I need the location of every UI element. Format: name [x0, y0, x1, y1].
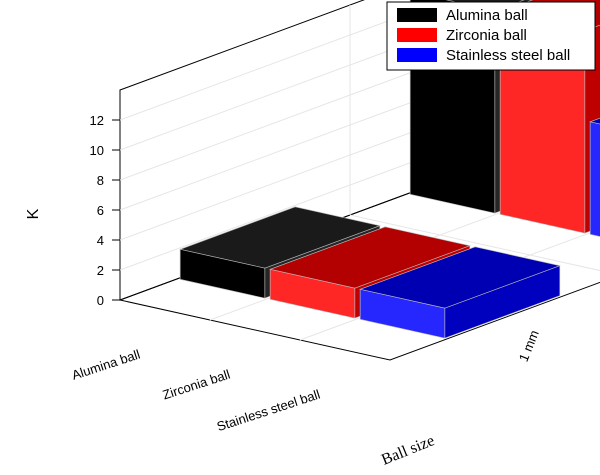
legend-label-zirconia: Zirconia ball	[446, 27, 527, 44]
z-tick-label: 6	[97, 203, 104, 218]
bar-front-face	[179, 248, 266, 299]
bar-front-face	[589, 121, 600, 237]
legend-swatch-stainless	[397, 48, 437, 62]
z-axis-title: K	[25, 208, 42, 219]
bar-front-face	[359, 288, 446, 339]
series-axis-label: Stainless steel ball	[215, 387, 322, 435]
legend: Alumina ball Zirconia ball Stainless ste…	[386, 1, 596, 71]
z-tick-label: 4	[97, 233, 104, 248]
z-tick-label: 12	[90, 113, 104, 128]
x-axis-title: Ball size	[379, 432, 437, 469]
bar-stainless-steel-ball-1	[359, 246, 561, 339]
z-tick-label: 8	[97, 173, 104, 188]
legend-label-stainless: Stainless steel ball	[446, 47, 570, 64]
z-tick-label: 10	[90, 143, 104, 158]
bar-top-face	[589, 117, 600, 125]
z-tick-label: 2	[97, 263, 104, 278]
bar-stainless-steel-ball-2	[589, 117, 600, 237]
legend-swatch-zirconia	[397, 28, 437, 42]
category-axis-label: 1 mm	[516, 328, 542, 364]
bar-front-face	[269, 268, 356, 319]
legend-label-alumina: Alumina ball	[446, 7, 528, 24]
legend-swatch-alumina	[397, 8, 437, 22]
grid-line-floor	[349, 214, 600, 272]
z-tick-label: 0	[97, 293, 104, 308]
series-axis-label: Alumina ball	[70, 347, 142, 383]
series-axis-label: Zirconia ball	[161, 367, 232, 403]
